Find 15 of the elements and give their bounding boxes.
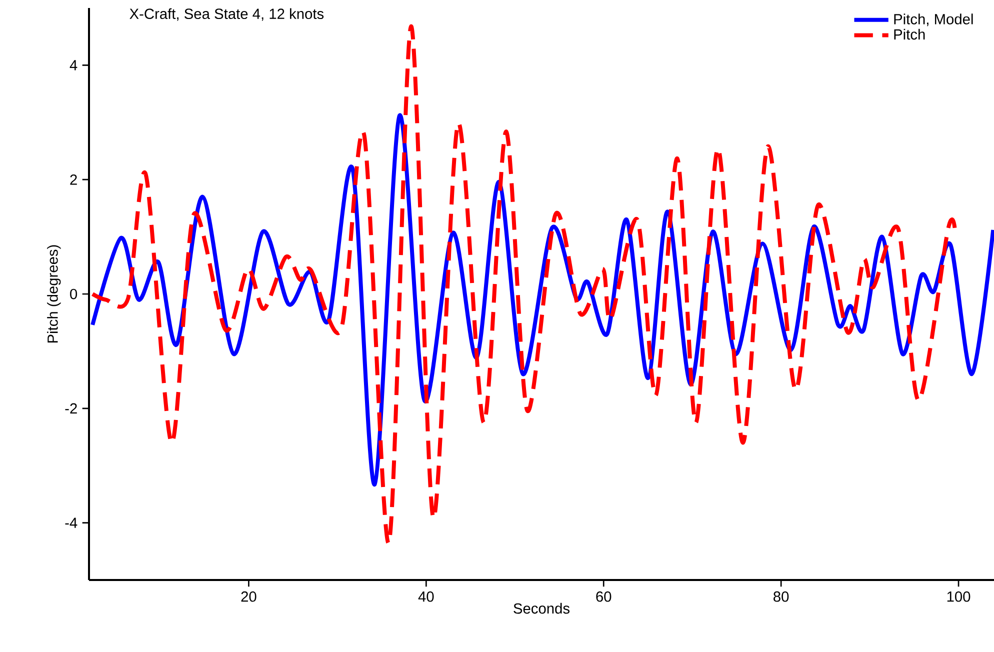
x-tick-label: 80 (774, 591, 789, 602)
y-tick-label: 2 (70, 174, 77, 185)
x-axis-title: Seconds (514, 602, 570, 614)
y-tick-label: -4 (65, 518, 78, 528)
legend-label: Pitch (894, 28, 925, 40)
y-axis-title: Pitch (degrees) (47, 245, 61, 343)
x-tick-label: 60 (596, 591, 612, 602)
x-tick-label: 20 (241, 591, 256, 602)
legend-label: Pitch, Model (894, 14, 973, 26)
x-tick-label: 40 (418, 591, 434, 602)
y-tick-label: 0 (70, 288, 78, 300)
x-tick-label: 100 (947, 591, 970, 602)
y-tick-label: -2 (65, 403, 77, 414)
y-tick-label: 4 (70, 60, 78, 70)
chart-title: X-Craft, Sea State 4, 12 knots (130, 8, 324, 21)
